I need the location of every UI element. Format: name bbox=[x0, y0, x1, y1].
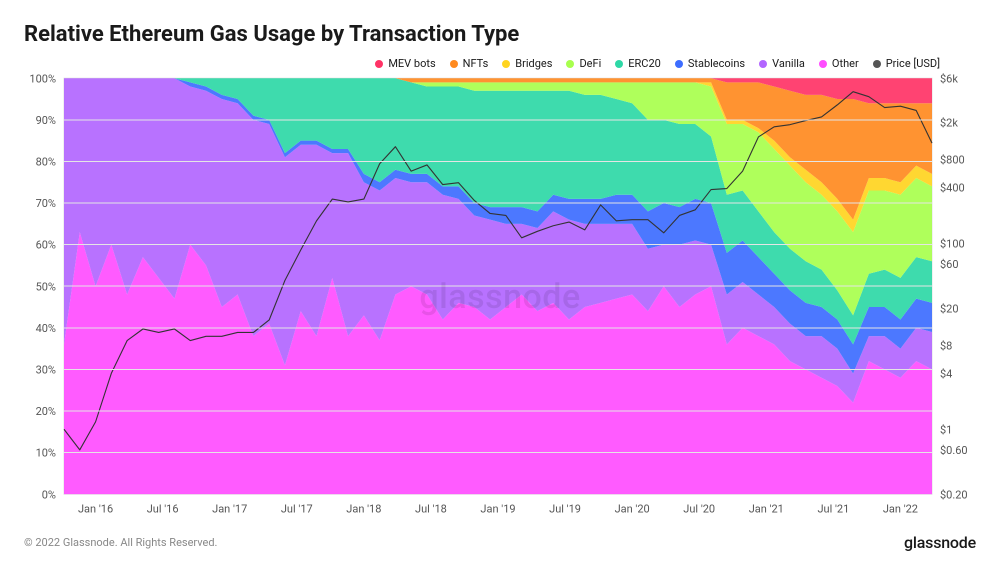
svg-text:$8: $8 bbox=[940, 339, 952, 352]
svg-text:Jul '16: Jul '16 bbox=[147, 503, 179, 516]
legend-label: Stablecoins bbox=[688, 57, 745, 70]
svg-text:$6k: $6k bbox=[940, 72, 958, 85]
legend-item-bridges: Bridges bbox=[502, 57, 552, 70]
svg-text:Jul '21: Jul '21 bbox=[817, 503, 849, 516]
legend-item-mev: MEV bots bbox=[375, 57, 435, 70]
legend-label: MEV bots bbox=[388, 57, 435, 70]
svg-text:20%: 20% bbox=[36, 405, 56, 418]
defi-swatch bbox=[566, 60, 574, 68]
svg-text:0%: 0% bbox=[42, 488, 56, 501]
svg-text:Jan '20: Jan '20 bbox=[615, 503, 650, 516]
legend-item-stable: Stablecoins bbox=[675, 57, 745, 70]
svg-text:Jan '17: Jan '17 bbox=[212, 503, 247, 516]
stable-swatch bbox=[675, 60, 683, 68]
svg-text:$4: $4 bbox=[940, 367, 953, 380]
legend-label: Bridges bbox=[515, 57, 552, 70]
legend-item-erc20: ERC20 bbox=[615, 57, 661, 70]
legend-item-other: Other bbox=[819, 57, 859, 70]
legend-label: Vanilla bbox=[772, 57, 805, 70]
svg-text:Jul '20: Jul '20 bbox=[683, 503, 715, 516]
copyright-text: © 2022 Glassnode. All Rights Reserved. bbox=[24, 536, 217, 549]
page-title: Relative Ethereum Gas Usage by Transacti… bbox=[24, 22, 980, 47]
nfts-swatch bbox=[450, 60, 458, 68]
legend-item-defi: DeFi bbox=[566, 57, 601, 70]
legend-label: ERC20 bbox=[628, 57, 661, 70]
svg-text:40%: 40% bbox=[36, 322, 56, 335]
svg-text:Jan '19: Jan '19 bbox=[480, 503, 515, 516]
legend-label: DeFi bbox=[579, 57, 601, 70]
svg-text:30%: 30% bbox=[36, 363, 56, 376]
chart-area: 0% 10% 20% 30% 40% 50% 60% 70% 80% 90% 100% $0.20 $… bbox=[20, 70, 980, 523]
legend-item-nfts: NFTs bbox=[450, 57, 489, 70]
svg-text:Jul '17: Jul '17 bbox=[281, 503, 313, 516]
svg-text:Jan '18: Jan '18 bbox=[346, 503, 381, 516]
legend-item-price: Price [USD] bbox=[873, 57, 940, 70]
svg-text:$0.20: $0.20 bbox=[940, 488, 968, 501]
svg-text:90%: 90% bbox=[36, 114, 56, 127]
mev-swatch bbox=[375, 60, 383, 68]
svg-text:Jan '16: Jan '16 bbox=[78, 503, 113, 516]
vanilla-swatch bbox=[759, 60, 767, 68]
svg-text:Jul '18: Jul '18 bbox=[415, 503, 447, 516]
svg-text:50%: 50% bbox=[36, 280, 56, 293]
legend-label: NFTs bbox=[463, 57, 489, 70]
svg-text:10%: 10% bbox=[36, 447, 56, 460]
svg-text:$20: $20 bbox=[940, 302, 959, 315]
other-swatch bbox=[819, 60, 827, 68]
svg-text:$100: $100 bbox=[940, 237, 965, 250]
svg-text:Jan '22: Jan '22 bbox=[883, 503, 918, 516]
svg-text:Jul '19: Jul '19 bbox=[549, 503, 581, 516]
svg-text:80%: 80% bbox=[36, 155, 56, 168]
price-swatch bbox=[873, 60, 881, 68]
svg-text:$60: $60 bbox=[940, 258, 959, 271]
legend-label: Other bbox=[832, 57, 859, 70]
svg-text:$800: $800 bbox=[940, 154, 965, 167]
brand-logo: glassnode bbox=[904, 533, 976, 552]
svg-text:100%: 100% bbox=[29, 72, 56, 85]
svg-text:$2k: $2k bbox=[940, 117, 958, 130]
svg-text:$0.60: $0.60 bbox=[940, 444, 968, 457]
legend-label: Price [USD] bbox=[886, 57, 940, 70]
erc20-swatch bbox=[615, 60, 623, 68]
svg-text:$400: $400 bbox=[940, 181, 965, 194]
svg-text:70%: 70% bbox=[36, 197, 56, 210]
svg-text:60%: 60% bbox=[36, 239, 56, 252]
legend-item-vanilla: Vanilla bbox=[759, 57, 805, 70]
svg-text:Jan '21: Jan '21 bbox=[749, 503, 784, 516]
bridges-swatch bbox=[502, 60, 510, 68]
legend: MEV bots NFTs Bridges DeFi ERC20 Stablecoins V… bbox=[20, 57, 980, 70]
svg-text:$1: $1 bbox=[940, 423, 952, 436]
